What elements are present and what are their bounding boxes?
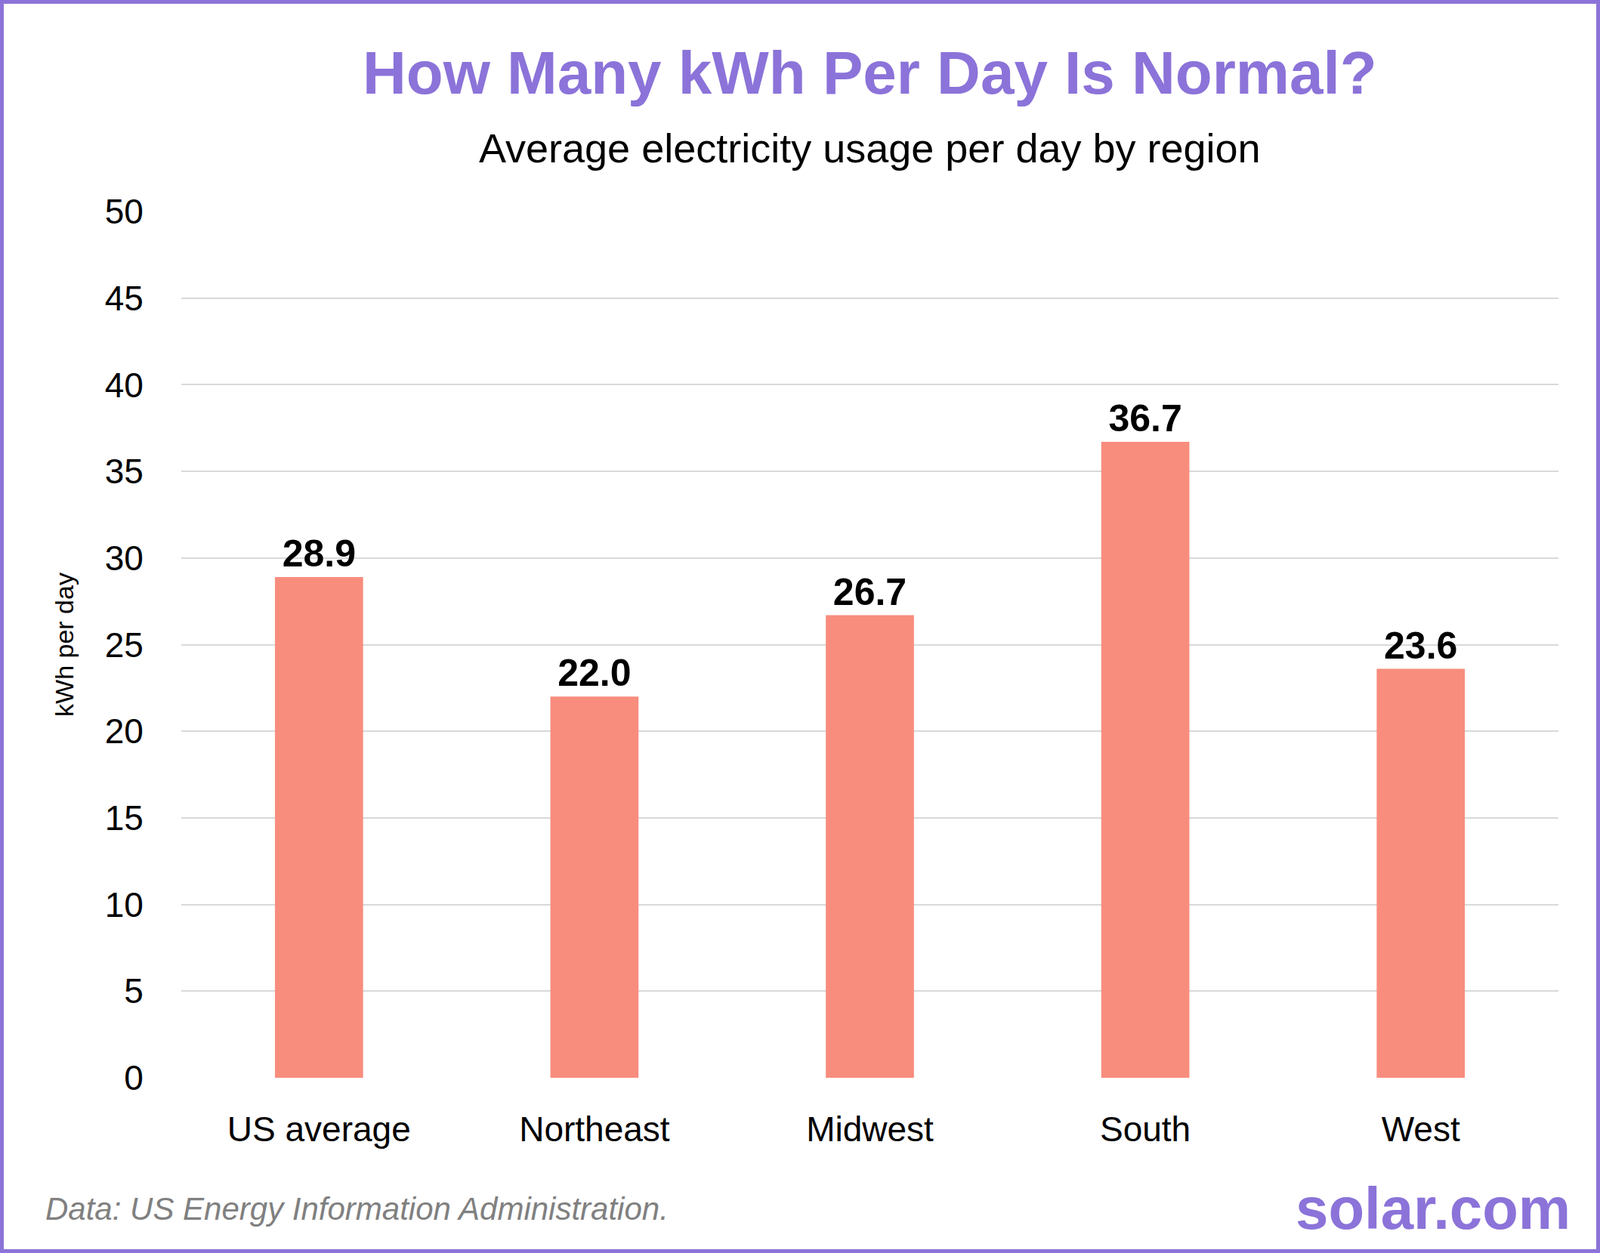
svg-text:West: West	[1381, 1109, 1461, 1150]
svg-text:50: 50	[105, 191, 144, 232]
svg-text:25: 25	[105, 625, 144, 665]
svg-text:22.0: 22.0	[557, 651, 631, 695]
svg-text:15: 15	[105, 798, 144, 838]
svg-text:Data: US Energy Information Ad: Data: US Energy Information Administrati…	[45, 1191, 669, 1227]
svg-text:36.7: 36.7	[1108, 397, 1182, 440]
svg-text:Average electricity usage per: Average electricity usage per day by reg…	[478, 125, 1261, 171]
svg-text:23.6: 23.6	[1383, 624, 1458, 668]
svg-text:26.7: 26.7	[833, 571, 907, 614]
svg-text:0: 0	[123, 1058, 144, 1098]
svg-text:5: 5	[123, 971, 144, 1011]
svg-text:solar.com: solar.com	[1295, 1175, 1571, 1242]
svg-text:Northeast: Northeast	[518, 1109, 671, 1150]
svg-text:kWh per day: kWh per day	[49, 572, 79, 717]
svg-text:28.9: 28.9	[282, 532, 356, 575]
svg-text:US average: US average	[227, 1109, 411, 1150]
svg-text:40: 40	[105, 365, 144, 405]
svg-text:20: 20	[105, 711, 144, 751]
svg-text:How Many kWh Per Day Is Normal: How Many kWh Per Day Is Normal?	[362, 39, 1378, 107]
svg-text:30: 30	[105, 538, 144, 578]
svg-text:South: South	[1099, 1109, 1191, 1150]
svg-text:35: 35	[105, 451, 144, 492]
svg-text:Midwest: Midwest	[806, 1109, 934, 1150]
svg-text:10: 10	[105, 885, 144, 925]
svg-text:45: 45	[105, 278, 144, 319]
